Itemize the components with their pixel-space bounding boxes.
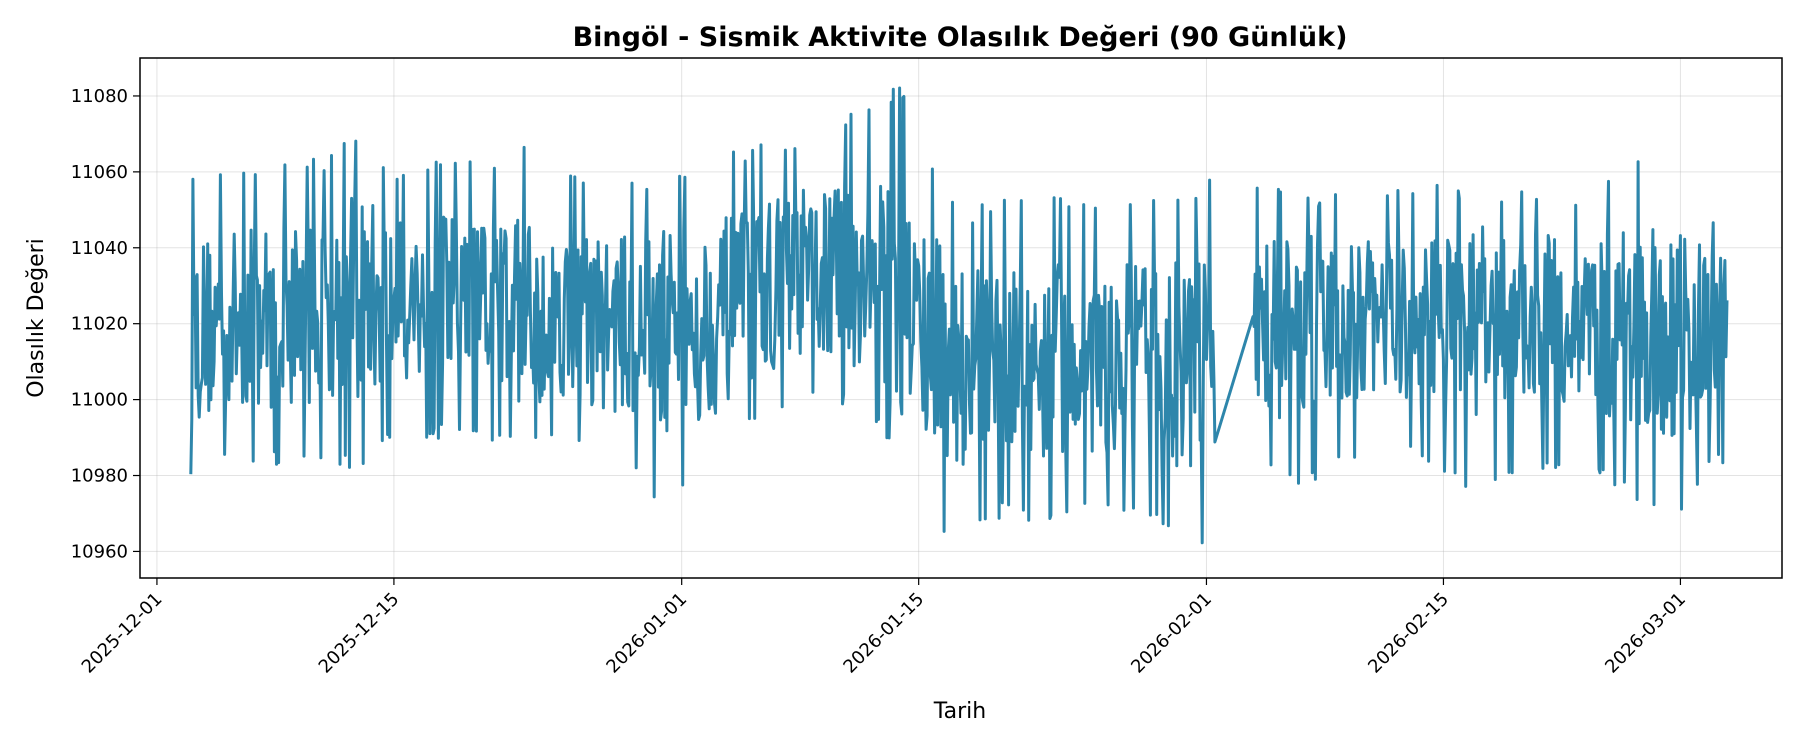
series-layer bbox=[189, 86, 1729, 545]
x-axis: 2025-12-01 2025-12-15 2026-01-01 2026-01-15… bbox=[78, 578, 1690, 678]
x-tick-label: 2025-12-01 bbox=[78, 589, 167, 678]
y-axis-label: Olasılık Değeri bbox=[24, 238, 49, 398]
x-tick-label: 2026-03-01 bbox=[1601, 589, 1690, 678]
y-tick-label: 11080 bbox=[71, 86, 128, 107]
y-tick-label: 11040 bbox=[71, 238, 128, 259]
x-tick-label: 2026-02-01 bbox=[1127, 589, 1216, 678]
y-axis: 10960 10980 11000 11020 11040 11060 11080 bbox=[71, 86, 140, 562]
x-tick-label: 2025-12-15 bbox=[315, 589, 404, 678]
y-tick-label: 11020 bbox=[71, 314, 128, 335]
x-tick-label: 2026-02-15 bbox=[1364, 589, 1453, 678]
x-tick-label: 2026-01-01 bbox=[602, 589, 691, 678]
chart-title: Bingöl - Sismik Aktivite Olasılık Değeri… bbox=[573, 22, 1348, 53]
plot-frame bbox=[139, 57, 1783, 579]
x-tick-label: 2026-01-15 bbox=[839, 589, 928, 678]
x-axis-label: Tarih bbox=[933, 699, 986, 724]
y-tick-label: 10960 bbox=[71, 541, 128, 562]
y-tick-label: 11000 bbox=[71, 390, 128, 411]
series-line bbox=[189, 86, 1729, 545]
y-tick-label: 11060 bbox=[71, 162, 128, 183]
y-tick-label: 10980 bbox=[71, 466, 128, 487]
